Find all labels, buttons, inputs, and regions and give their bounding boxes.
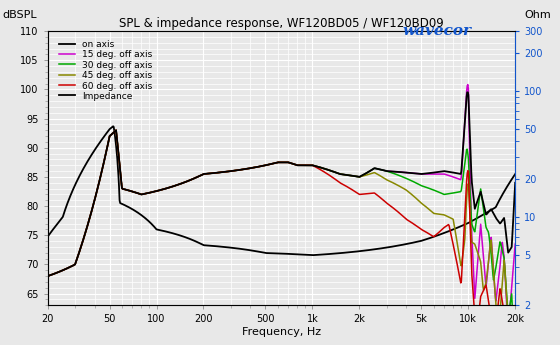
- X-axis label: Frequency, Hz: Frequency, Hz: [242, 327, 321, 337]
- Title: SPL & impedance response, WF120BD05 / WF120BD09: SPL & impedance response, WF120BD05 / WF…: [119, 17, 444, 30]
- Text: Ohm: Ohm: [525, 10, 552, 20]
- Text: wavecor: wavecor: [402, 24, 472, 38]
- Text: dBSPL: dBSPL: [3, 10, 38, 20]
- Legend: on axis, 15 deg. off axis, 30 deg. off axis, 45 deg. off axis, 60 deg. off axis,: on axis, 15 deg. off axis, 30 deg. off a…: [57, 38, 154, 103]
